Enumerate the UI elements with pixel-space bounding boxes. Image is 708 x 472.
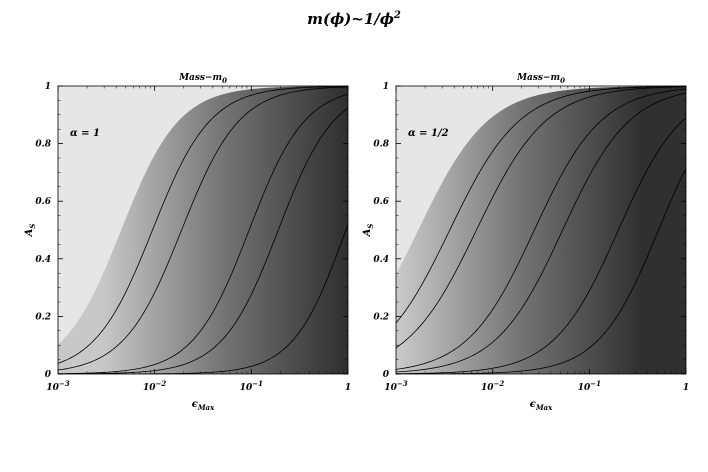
chart-panel-2: 10−3 10−2 10−1 1 0 0.2 0.4 0.6 0.8 1 Mass−m0 ϵMax AS… xyxy=(362,73,689,412)
x-tick-label: 10−1 xyxy=(240,379,263,393)
contour-line-1 xyxy=(396,86,686,324)
contour-line-5 xyxy=(396,117,686,374)
contour-line-2 xyxy=(396,86,686,349)
y-tick-label: 0 xyxy=(45,370,52,380)
y-tick-label: 0.6 xyxy=(35,197,51,207)
y-tick-label: 0.4 xyxy=(35,255,51,265)
contour-line-2 xyxy=(58,86,348,371)
y-tick-label: 0.6 xyxy=(373,197,389,207)
x-tick-label: 10−3 xyxy=(46,379,69,393)
chart-panel-1: 10−3 10−2 10−1 1 0 0.2 0.4 0.6 0.8 1 Mass−m0 ϵMax AS… xyxy=(24,73,351,412)
x-tick-label: 10−2 xyxy=(481,379,504,393)
page-title: m(ϕ)~1/ϕ2 xyxy=(307,10,401,28)
y-tick-label: 0.8 xyxy=(35,140,51,150)
x-tick-label: 10−3 xyxy=(384,379,407,393)
x-axis-label: ϵMax xyxy=(530,399,553,412)
contour-line-4 xyxy=(58,107,348,374)
y-axis-label: AS xyxy=(24,224,37,238)
allowed-region xyxy=(396,86,686,374)
contour-line-3 xyxy=(396,88,686,370)
y-axis-label: AS xyxy=(362,224,375,238)
panel-title: Mass−m0 xyxy=(178,73,227,85)
y-tick-label: 1 xyxy=(45,82,51,92)
contour-line-4 xyxy=(396,92,686,373)
x-tick-label: 1 xyxy=(345,383,351,393)
y-tick-label: 1 xyxy=(383,82,389,92)
x-tick-label: 10−1 xyxy=(578,379,601,393)
y-tick-label: 0 xyxy=(383,370,390,380)
allowed-region xyxy=(58,86,348,374)
y-tick-label: 0.2 xyxy=(373,312,389,322)
y-tick-label: 0.2 xyxy=(35,312,51,322)
y-tick-label: 0.8 xyxy=(373,140,389,150)
contour-line-3 xyxy=(58,93,348,374)
y-tick-label: 0.4 xyxy=(373,255,389,265)
x-tick-label: 1 xyxy=(683,383,689,393)
alpha-annotation: α = 1/2 xyxy=(408,128,449,139)
contour-line-1 xyxy=(58,86,348,364)
x-tick-label: 10−2 xyxy=(143,379,166,393)
panel-title: Mass−m0 xyxy=(516,73,565,85)
x-axis-label: ϵMax xyxy=(192,399,215,412)
alpha-annotation: α = 1 xyxy=(70,128,100,139)
